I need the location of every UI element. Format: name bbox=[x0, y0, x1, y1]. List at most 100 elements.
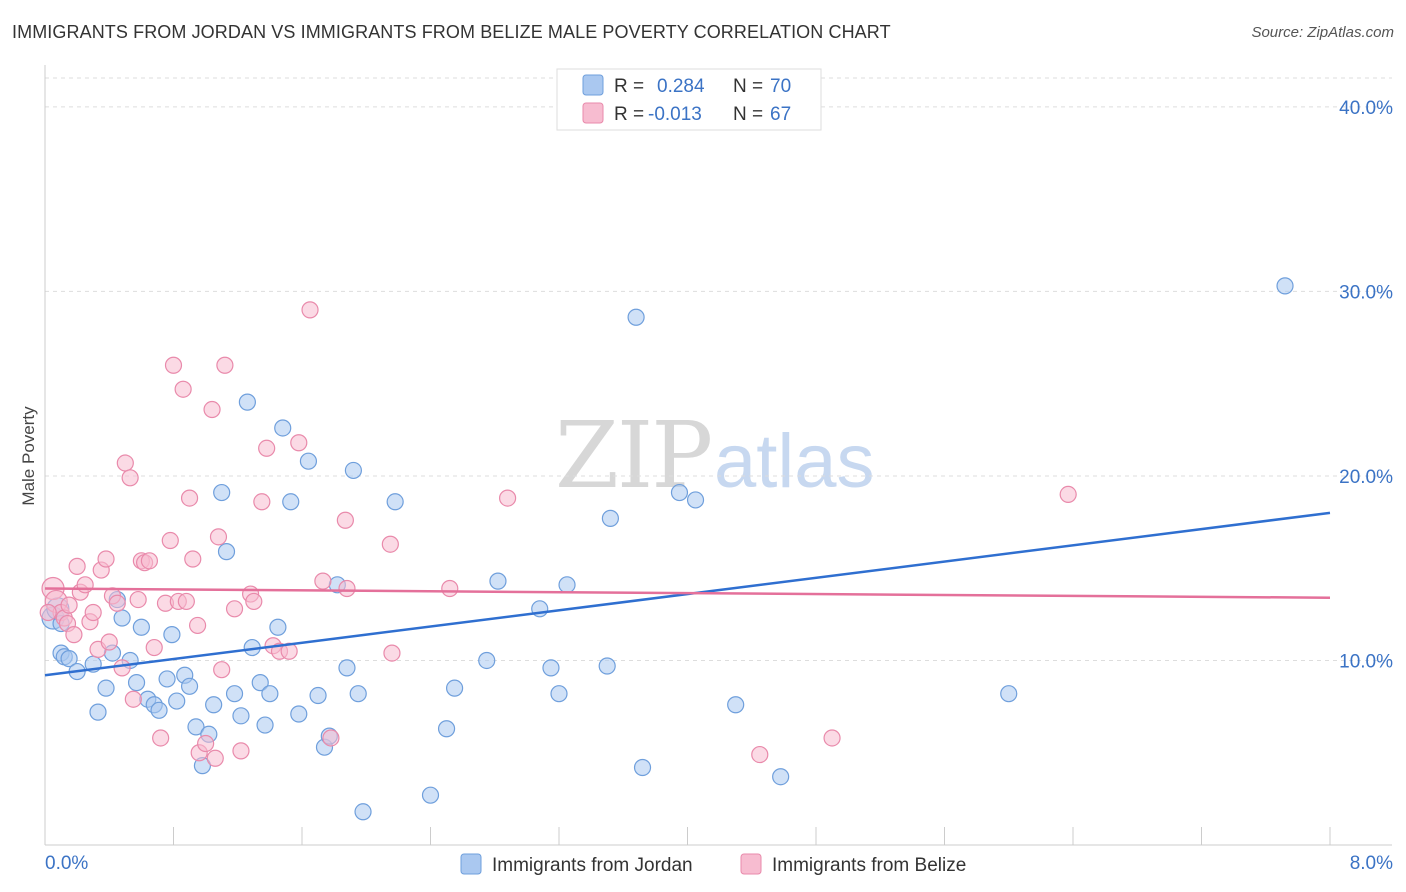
belize-point bbox=[253, 493, 271, 511]
jordan-point bbox=[550, 685, 568, 703]
belize-point bbox=[209, 528, 228, 546]
jordan-point bbox=[601, 509, 620, 527]
legend-r-label-belize: R = bbox=[614, 104, 644, 125]
bottom-legend-swatch-jordan bbox=[460, 853, 482, 875]
belize-point bbox=[39, 603, 57, 622]
belize-point bbox=[152, 729, 170, 747]
belize-point bbox=[68, 557, 86, 575]
belize-point bbox=[258, 439, 276, 457]
jordan-point bbox=[158, 670, 176, 688]
belize-point bbox=[381, 535, 399, 553]
belize-point bbox=[203, 400, 221, 419]
belize-point bbox=[180, 489, 199, 507]
jordan-point bbox=[232, 707, 250, 725]
belize-point bbox=[76, 576, 94, 594]
series-legend: Immigrants from Jordan Immigrants from B… bbox=[460, 853, 966, 876]
belize-point bbox=[1059, 485, 1077, 504]
jordan-point bbox=[60, 650, 78, 668]
belize-point bbox=[116, 454, 134, 472]
y-tick-label: 40.0% bbox=[1339, 98, 1393, 119]
correlation-legend: R = 0.284 N = 70 R = -0.013 N = 67 bbox=[556, 68, 822, 131]
belize-point bbox=[441, 579, 459, 598]
belize-point bbox=[290, 434, 308, 452]
bottom-legend-label-jordan: Immigrants from Jordan bbox=[492, 855, 693, 876]
jordan-point bbox=[478, 651, 496, 670]
belize-point bbox=[751, 745, 769, 764]
jordan-point bbox=[89, 703, 107, 721]
y-axis-label: Male Poverty bbox=[19, 406, 38, 506]
jordan-point bbox=[1000, 685, 1018, 703]
belize-point bbox=[383, 644, 401, 662]
belize-point bbox=[301, 301, 319, 319]
jordan-point bbox=[349, 685, 367, 703]
trend-lines bbox=[44, 511, 1331, 677]
legend-swatch-belize bbox=[582, 102, 604, 124]
jordan-point bbox=[558, 576, 576, 594]
belize-trend-line bbox=[44, 587, 1331, 599]
belize-point bbox=[113, 659, 131, 677]
belize-point bbox=[84, 603, 102, 622]
source-label: Source: ZipAtlas.com bbox=[1251, 24, 1394, 41]
y-tick-label: 10.0% bbox=[1339, 651, 1393, 672]
jordan-point bbox=[309, 686, 327, 705]
belize-point bbox=[177, 592, 195, 611]
jordan-point bbox=[238, 393, 256, 411]
jordan-point bbox=[282, 493, 300, 511]
jordan-point bbox=[225, 685, 244, 703]
chart-title: IMMIGRANTS FROM JORDAN VS IMMIGRANTS FRO… bbox=[12, 22, 891, 42]
belize-point bbox=[124, 690, 142, 708]
legend-n-label-belize: N = bbox=[733, 104, 763, 125]
jordan-point bbox=[261, 685, 279, 703]
jordan-point bbox=[354, 803, 372, 821]
jordan-point bbox=[127, 674, 146, 692]
belize-point bbox=[164, 356, 183, 374]
belize-point bbox=[206, 749, 224, 767]
y-tick-label: 20.0% bbox=[1339, 467, 1393, 488]
jordan-point bbox=[633, 758, 652, 777]
jordan-point bbox=[274, 419, 292, 437]
jordan-point bbox=[338, 659, 356, 677]
jordan-points bbox=[41, 277, 1294, 821]
belize-point bbox=[121, 469, 139, 487]
jordan-point bbox=[489, 572, 507, 590]
belize-point bbox=[322, 729, 340, 747]
belize-point bbox=[232, 742, 250, 760]
jordan-point bbox=[344, 461, 362, 480]
gridlines bbox=[45, 77, 1392, 661]
watermark-atlas: atlas bbox=[714, 419, 875, 504]
belize-points bbox=[39, 301, 1077, 767]
jordan-point bbox=[542, 659, 560, 677]
jordan-point bbox=[299, 452, 318, 470]
belize-point bbox=[129, 590, 147, 609]
jordan-point bbox=[251, 674, 269, 692]
jordan-point bbox=[269, 618, 287, 636]
jordan-point bbox=[386, 493, 404, 511]
jordan-point bbox=[213, 483, 231, 502]
belize-point bbox=[60, 596, 78, 614]
belize-point bbox=[97, 550, 115, 568]
belize-point bbox=[65, 626, 83, 644]
jordan-point bbox=[727, 696, 745, 714]
legend-swatch-jordan bbox=[582, 74, 604, 96]
x-tick-labels: 0.0% 8.0% bbox=[45, 853, 1393, 874]
jordan-point bbox=[290, 705, 308, 723]
legend-r-value-jordan: 0.284 bbox=[657, 76, 705, 97]
jordan-point bbox=[132, 618, 150, 636]
belize-point bbox=[145, 638, 163, 657]
jordan-point bbox=[113, 609, 131, 627]
x-tick-label: 8.0% bbox=[1350, 853, 1393, 874]
legend-r-label-jordan: R = bbox=[614, 76, 644, 97]
belize-point bbox=[161, 531, 179, 550]
bottom-legend-swatch-belize bbox=[740, 853, 762, 875]
belize-point bbox=[100, 633, 118, 651]
jordan-point bbox=[627, 308, 645, 326]
jordan-point bbox=[168, 692, 186, 710]
jordan-point bbox=[97, 679, 115, 697]
jordan-point bbox=[437, 720, 456, 738]
jordan-point bbox=[163, 626, 181, 644]
bottom-legend-label-belize: Immigrants from Belize bbox=[772, 855, 966, 876]
jordan-point bbox=[187, 718, 205, 736]
jordan-point bbox=[217, 543, 236, 561]
belize-point bbox=[338, 579, 356, 598]
